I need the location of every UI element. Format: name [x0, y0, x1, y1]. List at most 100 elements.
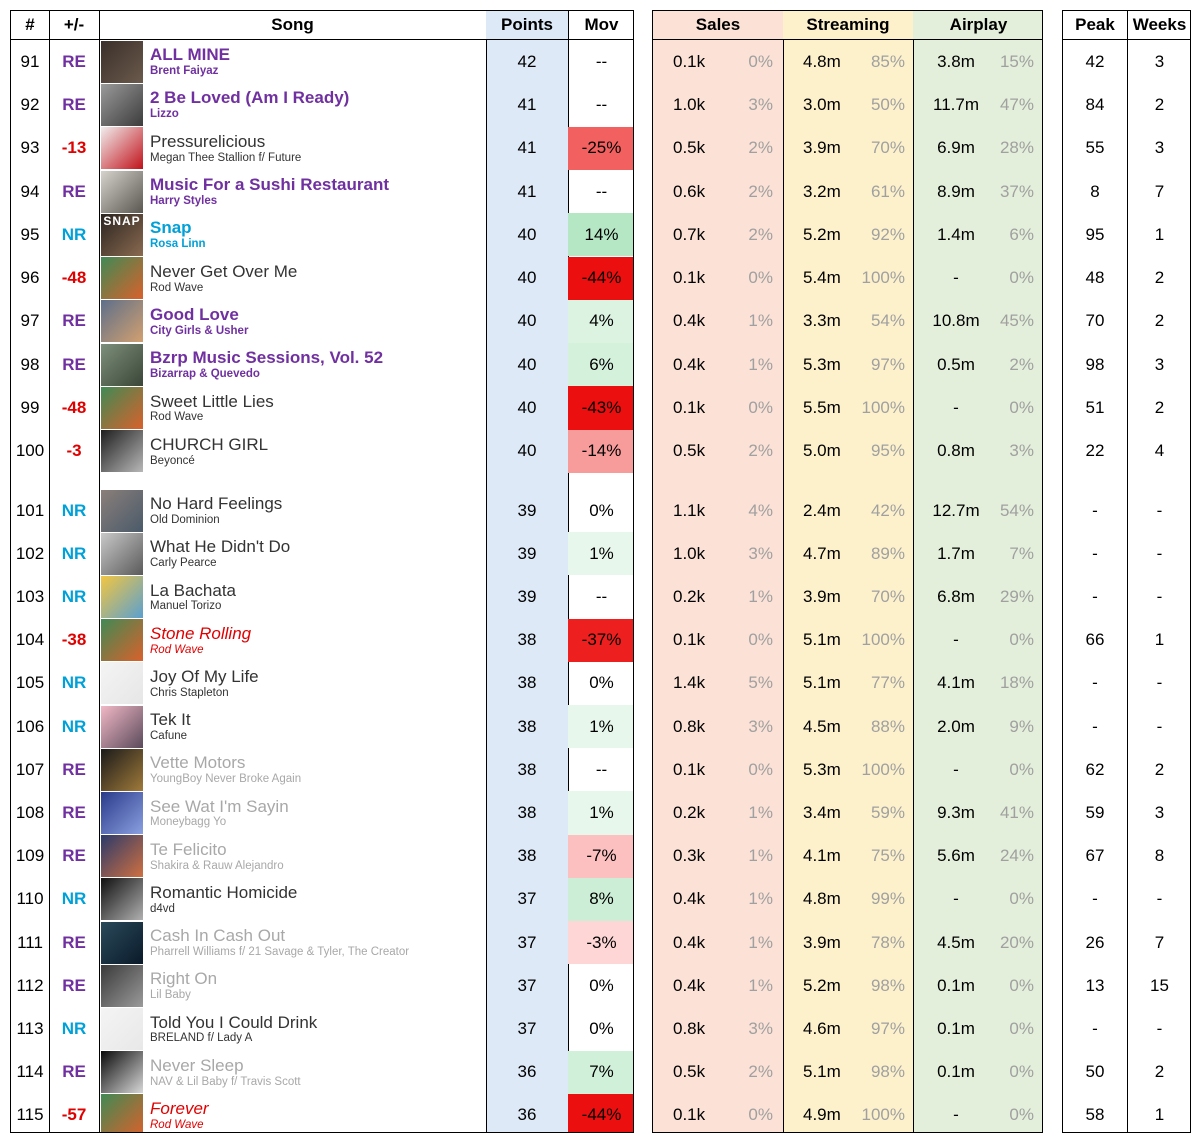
table-row[interactable]: 102 NR What He Didn't Do Carly Pearce 39 1% [11, 532, 633, 576]
song-title[interactable]: Right On [150, 969, 218, 989]
header-peak[interactable]: Peak [1063, 11, 1127, 40]
song-title[interactable]: La Bachata [150, 580, 237, 600]
table-row[interactable]: 108 RE See Wat I'm Sayin Moneybagg Yo 38 1% [11, 791, 633, 835]
song-title[interactable]: Told You I Could Drink [150, 1012, 318, 1032]
song-title[interactable]: ALL MINE [150, 45, 230, 65]
change-badge: RE [62, 94, 86, 114]
weeks-value: 1 [1154, 630, 1165, 650]
airplay-value: 0.1m [937, 975, 975, 995]
table-row[interactable]: 93 -13 Pressurelicious Megan Thee Stallion … [11, 126, 633, 170]
header-sales[interactable]: Sales [653, 11, 783, 40]
streaming-share: 95% [870, 441, 905, 461]
mov-value: 0% [589, 1019, 614, 1039]
airplay-value: - [953, 398, 959, 418]
points-column [486, 11, 569, 1132]
consumption-row: 0.2k 1% 3.4m 59% 9.3m 41% [653, 791, 1042, 834]
table-row[interactable]: 96 -48 Never Get Over Me Rod Wave 40 -44% [11, 256, 633, 300]
table-row[interactable]: 111 RE Cash In Cash Out Pharrell Williams f… [11, 921, 633, 965]
song-title[interactable]: Music For a Sushi Restaurant [150, 175, 389, 195]
airplay-value: 3.8m [937, 51, 975, 71]
song-title[interactable]: Vette Motors [150, 753, 246, 773]
table-row[interactable]: 91 RE ALL MINE Brent Faiyaz 42 -- [11, 40, 633, 83]
song-title[interactable]: Never Get Over Me [150, 261, 298, 281]
airplay-share: 29% [999, 587, 1034, 607]
table-row[interactable]: 115 -57 Forever Rod Wave 36 -44% [11, 1093, 633, 1132]
history-row: 50 2 [1063, 1051, 1190, 1094]
header-streaming[interactable]: Streaming [783, 11, 913, 40]
change-badge: NR [61, 587, 87, 607]
table-row[interactable]: 104 -38 Stone Rolling Rod Wave 38 -37% [11, 618, 633, 662]
song-title[interactable]: What He Didn't Do [150, 537, 291, 557]
table-row[interactable]: 109 RE Te Felicito Shakira & Rauw Alejandro… [11, 834, 633, 878]
song-title[interactable]: No Hard Feelings [150, 494, 283, 514]
airplay-share: 0% [1009, 889, 1034, 909]
streaming-share: 100% [861, 630, 905, 650]
header-change[interactable]: +/- [49, 11, 99, 40]
song-title[interactable]: 2 Be Loved (Am I Ready) [150, 88, 350, 108]
airplay-share: 7% [1009, 543, 1034, 563]
mov-value: 0% [589, 500, 614, 520]
song-title[interactable]: Sweet Little Lies [150, 391, 274, 411]
change-badge: NR [61, 889, 87, 909]
consumption-row: 0.4k 1% 3.3m 54% 10.8m 45% [653, 300, 1042, 343]
consumption-row: 0.1k 0% 5.4m 100% - 0% [653, 257, 1042, 300]
table-row[interactable]: 98 RE Bzrp Music Sessions, Vol. 52 Bizarrap… [11, 343, 633, 387]
table-row[interactable]: 94 RE Music For a Sushi Restaurant Harry St… [11, 170, 633, 213]
song-title[interactable]: CHURCH GIRL [150, 434, 269, 454]
song-title[interactable]: Cash In Cash Out [150, 926, 286, 946]
streaming-share: 42% [870, 500, 905, 520]
song-title[interactable]: Te Felicito [150, 839, 227, 859]
header-points[interactable]: Points [486, 11, 568, 40]
header-weeks[interactable]: Weeks [1127, 11, 1190, 40]
table-row[interactable]: 113 NR Told You I Could Drink BRELAND f/ La… [11, 1007, 633, 1051]
table-row[interactable]: 112 RE Right On Lil Baby 37 0% [11, 964, 633, 1007]
table-row[interactable]: 97 RE Good Love City Girls & Usher 40 4% [11, 299, 633, 344]
song-title[interactable]: Romantic Homicide [150, 882, 298, 902]
song-title[interactable]: Tek It [150, 710, 191, 730]
streaming-share: 78% [870, 932, 905, 952]
table-row[interactable]: 99 -48 Sweet Little Lies Rod Wave 40 -43% [11, 386, 633, 430]
song-title[interactable]: Joy Of My Life [150, 666, 259, 686]
table-row[interactable]: 105 NR Joy Of My Life Chris Stapleton 38 0% [11, 662, 633, 705]
airplay-column [913, 11, 1042, 1132]
table-row[interactable]: 103 NR La Bachata Manuel Torizo 39 -- [11, 575, 633, 619]
rank-number: 100 [15, 441, 45, 461]
table-row[interactable]: 110 NR Romantic Homicide d4vd 37 8% [11, 877, 633, 922]
header-mov[interactable]: Mov [568, 11, 633, 40]
header-airplay[interactable]: Airplay [913, 11, 1042, 40]
airplay-value: 6.9m [937, 138, 975, 158]
song-title[interactable]: Bzrp Music Sessions, Vol. 52 [150, 348, 384, 368]
album-cover [101, 430, 143, 473]
streaming-value: 5.5m [803, 398, 841, 418]
song-title[interactable]: Good Love [150, 304, 239, 324]
rank-number: 93 [20, 138, 40, 158]
history-row: 70 2 [1063, 300, 1190, 343]
header-rank[interactable]: # [11, 11, 49, 40]
table-row[interactable]: 114 RE Never Sleep NAV & Lil Baby f/ Travis… [11, 1050, 633, 1094]
airplay-value: 2.0m [937, 716, 975, 736]
sales-share: 2% [748, 224, 773, 244]
table-row[interactable]: 106 NR Tek It Cafune 38 1% [11, 705, 633, 749]
consumption-row: 1.4k 5% 5.1m 77% 4.1m 18% [653, 662, 1042, 705]
rank-number: 97 [20, 311, 40, 331]
song-title[interactable]: Pressurelicious [150, 131, 266, 151]
table-row[interactable]: 107 RE Vette Motors YoungBoy Never Broke Ag… [11, 748, 633, 791]
streaming-value: 4.1m [803, 846, 841, 866]
song-title[interactable]: See Wat I'm Sayin [150, 796, 289, 816]
sales-value: 0.1k [673, 51, 706, 71]
sales-share: 0% [748, 268, 773, 288]
song-title[interactable]: Stone Rolling [150, 623, 252, 643]
airplay-value: 5.6m [937, 846, 975, 866]
header-song[interactable]: Song [99, 11, 486, 40]
sales-value: 0.1k [673, 630, 706, 650]
change-badge: NR [61, 1019, 87, 1039]
table-row[interactable]: 100 -3 CHURCH GIRL Beyoncé 40 -14% [11, 429, 633, 473]
table-row[interactable]: 101 NR No Hard Feelings Old Dominion 39 0% [11, 489, 633, 532]
table-row[interactable]: 95 NR SNAP Snap Rosa Linn 40 14% [11, 213, 633, 257]
sales-value: 0.4k [673, 889, 706, 909]
consumption-row: 0.1k 0% 4.9m 100% - 0% [653, 1094, 1042, 1132]
song-title[interactable]: Never Sleep [150, 1055, 244, 1075]
song-title[interactable]: Snap [150, 218, 192, 238]
table-row[interactable]: 92 RE 2 Be Loved (Am I Ready) Lizzo 41 -- [11, 83, 633, 126]
song-title[interactable]: Forever [150, 1098, 209, 1118]
